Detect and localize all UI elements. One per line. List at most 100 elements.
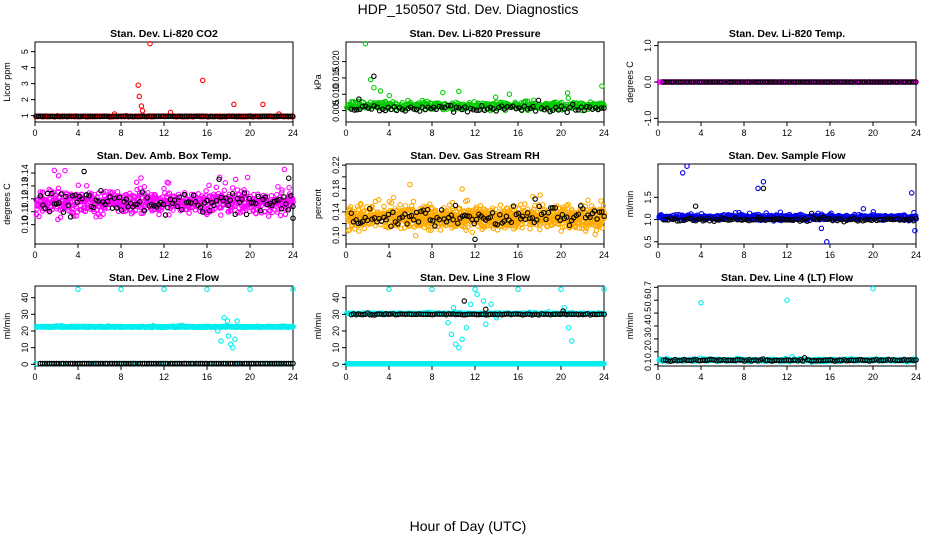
data-point — [880, 79, 886, 85]
data-point — [493, 108, 499, 114]
data-point — [452, 202, 459, 209]
data-point — [816, 79, 822, 85]
data-point — [714, 79, 720, 85]
data-point — [386, 92, 393, 99]
data-point — [224, 318, 231, 324]
data-point — [860, 206, 867, 212]
y-tick-label: 30 — [20, 309, 30, 319]
y-axis-label: degrees C — [2, 183, 12, 225]
data-point — [683, 79, 690, 85]
x-tick-label: 16 — [825, 250, 835, 260]
data-point — [397, 201, 403, 208]
x-tick-label: 12 — [159, 128, 169, 138]
x-tick-label: 12 — [470, 128, 480, 138]
data-point — [772, 79, 779, 85]
data-point — [411, 106, 417, 112]
x-tick-label: 20 — [245, 250, 255, 260]
data-point — [138, 103, 145, 109]
data-point — [521, 103, 528, 110]
x-tick-label: 0 — [343, 250, 348, 260]
data-point — [867, 79, 873, 85]
data-point — [77, 113, 84, 120]
data-point — [356, 96, 362, 102]
panel-title: Stan. Dev. Li-820 CO2 — [110, 28, 218, 40]
x-tick-label: 24 — [288, 250, 298, 260]
data-point — [467, 301, 474, 308]
data-point — [244, 174, 251, 181]
data-point — [203, 188, 209, 194]
data-point — [824, 239, 830, 245]
data-point — [222, 180, 229, 186]
panel-title: Stan. Dev. Gas Stream RH — [410, 150, 539, 162]
data-point — [729, 79, 735, 85]
data-point — [826, 79, 832, 85]
data-point — [744, 79, 751, 85]
data-point — [859, 79, 866, 85]
data-point — [40, 189, 46, 195]
data-point — [371, 73, 377, 80]
data-point — [381, 203, 387, 210]
data-point — [232, 176, 239, 183]
data-point — [463, 324, 470, 331]
data-point — [513, 105, 519, 112]
data-point — [688, 79, 695, 85]
data-point — [818, 79, 825, 85]
data-point — [57, 214, 64, 221]
data-point — [547, 108, 553, 115]
data-point — [160, 113, 166, 120]
panel-4: Stan. Dev. Amb. Box Temp.0 4 8 12 16 20 240.10… — [2, 150, 298, 260]
data-point — [783, 79, 789, 85]
data-point — [351, 107, 358, 113]
x-tick-label: 16 — [513, 128, 523, 138]
x-tick-label: 24 — [599, 128, 609, 138]
data-point — [480, 298, 487, 304]
data-point — [405, 105, 411, 112]
y-tick-label: -1.0 — [643, 111, 653, 127]
data-point — [268, 192, 275, 199]
data-point — [247, 113, 254, 119]
data-point — [199, 77, 206, 84]
data-point — [663, 79, 669, 85]
data-point — [433, 106, 440, 113]
data-point — [456, 105, 462, 111]
data-point — [83, 183, 90, 189]
data-points — [656, 79, 919, 85]
data-point — [905, 79, 912, 85]
data-point — [841, 79, 848, 85]
data-point — [467, 105, 474, 112]
data-point — [382, 107, 389, 114]
data-point — [445, 102, 451, 109]
x-tick-label: 0 — [32, 250, 37, 260]
y-axis-label: Licor ppm — [2, 62, 12, 102]
data-point — [377, 88, 384, 94]
data-point — [795, 79, 802, 85]
data-point — [579, 107, 585, 114]
data-point — [147, 40, 153, 47]
data-point — [51, 167, 58, 174]
data-point — [760, 179, 767, 185]
data-point — [872, 79, 878, 85]
data-point — [737, 79, 743, 85]
data-point — [679, 170, 686, 176]
x-tick-label: 8 — [741, 250, 746, 260]
data-point — [492, 94, 499, 101]
data-point — [275, 183, 281, 190]
y-tick-label: 0.005 — [331, 99, 341, 122]
data-point — [472, 286, 478, 293]
panel-title: Stan. Dev. Sample Flow — [728, 150, 846, 162]
data-point — [558, 286, 564, 293]
data-point — [36, 213, 42, 220]
data-point — [711, 79, 718, 85]
y-tick-label: 40 — [20, 293, 30, 303]
x-tick-label: 24 — [288, 128, 298, 138]
x-tick-label: 12 — [782, 250, 792, 260]
data-point — [186, 210, 192, 216]
x-tick-label: 16 — [202, 128, 212, 138]
data-point — [849, 79, 855, 85]
data-point — [488, 301, 494, 308]
data-point — [54, 113, 60, 120]
data-point — [361, 225, 368, 232]
data-point — [402, 202, 409, 209]
